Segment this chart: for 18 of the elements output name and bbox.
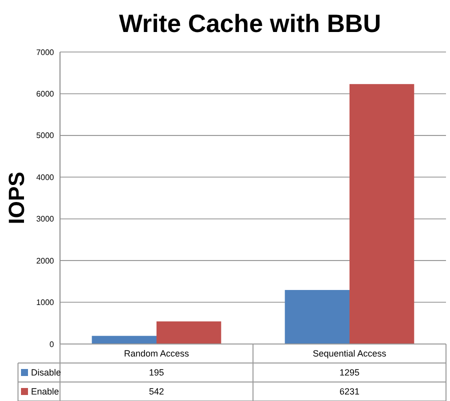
data-label: 542 — [148, 386, 164, 397]
y-tick-label: 4000 — [36, 172, 55, 182]
y-tick-label: 6000 — [36, 90, 55, 99]
data-label: 1295 — [339, 368, 360, 378]
y-tick-label: 5000 — [36, 131, 55, 140]
y-tick-label: 3000 — [36, 214, 55, 224]
y-tick-label: 2000 — [36, 256, 55, 266]
y-tick-label: 0 — [50, 340, 55, 349]
chart-title: Write Cache with BBU — [118, 10, 382, 38]
data-label: 195 — [148, 368, 164, 378]
y-tick-label: 7000 — [36, 48, 55, 57]
data-label: 6231 — [339, 386, 360, 397]
y-axis-title: IOPS — [4, 172, 29, 224]
legend-label: Enable — [31, 386, 60, 397]
x-tick-label: Random Access — [124, 348, 190, 359]
x-tick-label: Sequential Access — [312, 348, 387, 359]
y-tick-label: 1000 — [36, 298, 55, 308]
legend-label: Disable — [31, 368, 62, 378]
